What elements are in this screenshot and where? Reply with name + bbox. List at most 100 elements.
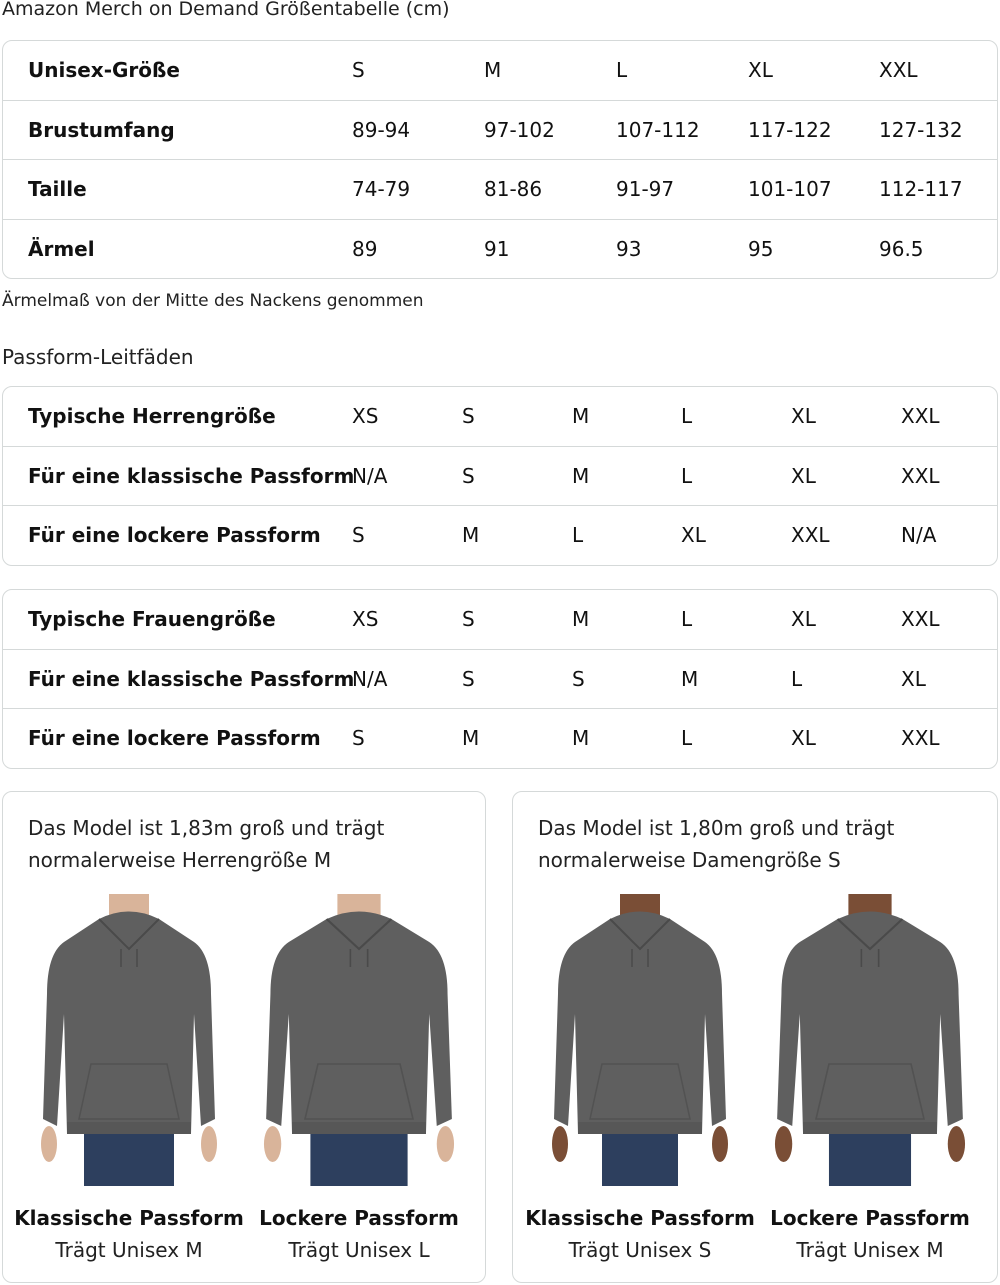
table-cell: L xyxy=(572,523,584,547)
table-cell: XXL xyxy=(901,607,940,631)
table-cell: M xyxy=(462,726,480,750)
table-row: Ärmel 89 91 93 95 96.5 xyxy=(3,218,997,279)
table-cell: 91-97 xyxy=(616,177,675,201)
hoodie-model-photo xyxy=(770,894,970,1186)
table-cell: S xyxy=(462,666,475,691)
table-cell: XL xyxy=(901,666,926,691)
fit-title: Lockere Passform xyxy=(259,1206,459,1230)
hoodie-model-photo xyxy=(259,894,459,1186)
table-cell: M xyxy=(572,607,590,631)
table-cell: XS xyxy=(352,607,379,631)
table-cell: 112-117 xyxy=(879,177,963,201)
hoodie-model-photo xyxy=(29,894,229,1186)
table-cell: M xyxy=(681,666,699,691)
model-description-line: normalerweise Herrengröße M xyxy=(28,848,332,872)
table-cell: 95 xyxy=(748,236,774,261)
row-label: Brustumfang xyxy=(28,117,175,142)
table-cell: L xyxy=(681,726,693,750)
table-cell: 96.5 xyxy=(879,236,924,261)
row-label: Typische Frauengröße xyxy=(28,607,276,631)
table-cell: 74-79 xyxy=(352,177,411,201)
photo-caption: Klassische Passform Trägt Unisex S xyxy=(520,1202,760,1266)
table-cell: S xyxy=(462,404,475,428)
women-fit-table: Typische Frauengröße XS S M L XL XXL Für eine k… xyxy=(2,589,998,769)
men-model-card: Das Model ist 1,83m groß und trägt normal… xyxy=(2,791,486,1283)
hoodie-model-photo xyxy=(540,894,740,1186)
table-cell: XXL xyxy=(901,404,940,428)
table-cell: S xyxy=(352,523,365,547)
table-cell: S xyxy=(352,726,365,750)
table-cell: XL xyxy=(791,404,816,428)
table-row: Typische Frauengröße XS S M L XL XXL xyxy=(3,590,997,649)
fit-title: Klassische Passform xyxy=(14,1206,244,1230)
table-cell: L xyxy=(681,463,693,488)
row-label: Für eine lockere Passform xyxy=(28,523,321,547)
table-cell: L xyxy=(616,58,628,82)
table-cell: 107-112 xyxy=(616,117,700,142)
fit-guide-title: Passform-Leitfäden xyxy=(2,345,194,369)
table-cell: XL xyxy=(791,463,816,488)
table-cell: M xyxy=(484,58,502,82)
row-label: Für eine lockere Passform xyxy=(28,726,321,750)
table-cell: M xyxy=(572,463,590,488)
model-description: Das Model ist 1,80m groß und trägt normal… xyxy=(538,812,894,876)
men-fit-table: Typische Herrengröße XS S M L XL XXL Für eine k… xyxy=(2,386,998,566)
table-row: Für eine lockere Passform S M M L XL XXL xyxy=(3,708,997,768)
model-description: Das Model ist 1,83m groß und trägt normal… xyxy=(28,812,384,876)
sleeve-note: Ärmelmaß von der Mitte des Nackens genom… xyxy=(2,291,424,311)
table-cell: 117-122 xyxy=(748,117,832,142)
table-cell: 89-94 xyxy=(352,117,411,142)
table-cell: 81-86 xyxy=(484,177,543,201)
table-cell: L xyxy=(681,607,693,631)
photo-caption: Klassische Passform Trägt Unisex M xyxy=(9,1202,249,1266)
row-label: Für eine klassische Passform xyxy=(28,666,355,691)
size-table: Unisex-Größe S M L XL XXL Brustumfang 89-94 97-1… xyxy=(2,40,998,279)
table-row: Für eine lockere Passform S M L XL XXL N/A xyxy=(3,505,997,565)
row-label: Unisex-Größe xyxy=(28,58,180,82)
table-row: Für eine klassische Passform N/A S M L XL XXL xyxy=(3,445,997,506)
table-cell: M xyxy=(462,523,480,547)
table-cell: 101-107 xyxy=(748,177,832,201)
model-description-line: Das Model ist 1,80m groß und trägt xyxy=(538,816,895,840)
table-cell: L xyxy=(681,404,693,428)
table-cell: 89 xyxy=(352,236,378,261)
table-cell: 93 xyxy=(616,236,642,261)
table-cell: XXL xyxy=(791,523,830,547)
row-label: Typische Herrengröße xyxy=(28,404,276,428)
photo-caption: Lockere Passform Trägt Unisex L xyxy=(239,1202,479,1266)
table-row: Taille 74-79 81-86 91-97 101-107 112-117 xyxy=(3,159,997,219)
table-cell: 91 xyxy=(484,236,510,261)
table-cell: S xyxy=(462,463,475,488)
table-cell: XXL xyxy=(879,58,918,82)
fit-size: Trägt Unisex M xyxy=(55,1238,203,1262)
fit-size: Trägt Unisex S xyxy=(568,1238,712,1262)
table-cell: XXL xyxy=(901,726,940,750)
table-cell: XL xyxy=(791,607,816,631)
table-cell: S xyxy=(572,666,585,691)
table-cell: M xyxy=(572,726,590,750)
table-cell: XL xyxy=(791,726,816,750)
photo-caption: Lockere Passform Trägt Unisex M xyxy=(750,1202,990,1266)
table-cell: XL xyxy=(681,523,706,547)
table-row: Für eine klassische Passform N/A S S M L XL xyxy=(3,648,997,709)
fit-title: Klassische Passform xyxy=(525,1206,755,1230)
fit-size: Trägt Unisex M xyxy=(796,1238,944,1262)
table-cell: L xyxy=(791,666,803,691)
table-cell: 97-102 xyxy=(484,117,555,142)
table-cell: N/A xyxy=(352,463,388,488)
table-cell: S xyxy=(352,58,365,82)
table-cell: XXL xyxy=(901,463,940,488)
model-description-line: Das Model ist 1,83m groß und trägt xyxy=(28,816,385,840)
table-row: Brustumfang 89-94 97-102 107-112 117-122 127-… xyxy=(3,99,997,160)
table-cell: M xyxy=(572,404,590,428)
table-row: Unisex-Größe S M L XL XXL xyxy=(3,41,997,100)
fit-size: Trägt Unisex L xyxy=(288,1238,430,1262)
row-label: Ärmel xyxy=(28,236,95,261)
row-label: Taille xyxy=(28,177,87,201)
row-label: Für eine klassische Passform xyxy=(28,463,355,488)
fit-title: Lockere Passform xyxy=(770,1206,970,1230)
women-model-card: Das Model ist 1,80m groß und trägt normal… xyxy=(512,791,998,1283)
table-cell: S xyxy=(462,607,475,631)
page-title: Amazon Merch on Demand Größentabelle (cm… xyxy=(2,0,450,20)
table-cell: N/A xyxy=(352,666,388,691)
